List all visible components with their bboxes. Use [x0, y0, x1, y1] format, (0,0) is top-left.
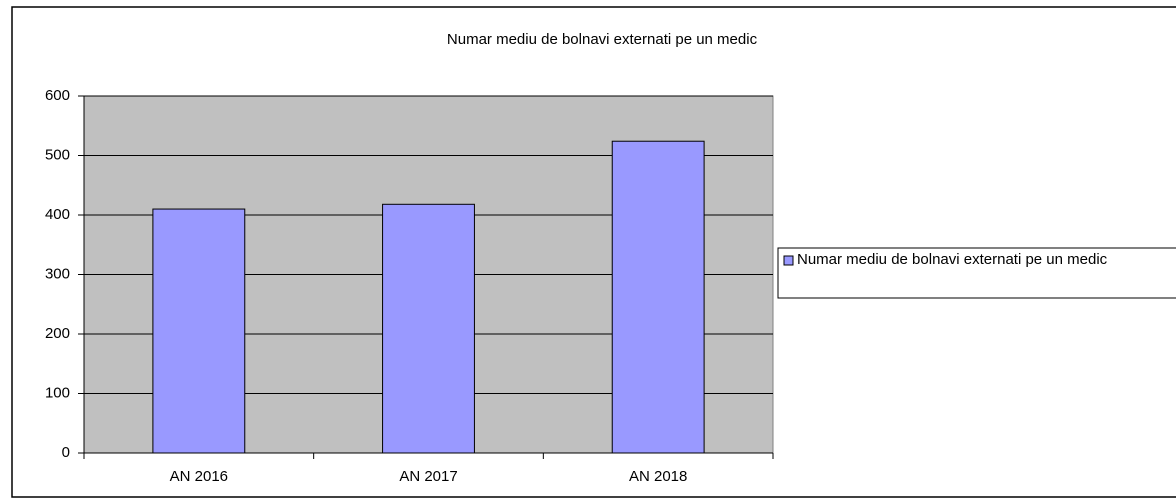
- bar: [382, 203, 475, 454]
- y-tick-label: 400: [45, 206, 70, 223]
- y-tick-label: 100: [45, 384, 70, 401]
- x-tick-label: AN 2016: [170, 468, 228, 485]
- chart-title: Numar mediu de bolnavi externati pe un m…: [447, 31, 758, 48]
- x-tick-label: AN 2018: [629, 468, 687, 485]
- legend-label: Numar mediu de bolnavi externati pe un m…: [797, 251, 1108, 268]
- y-tick-label: 500: [45, 146, 70, 163]
- legend-swatch: [783, 255, 794, 266]
- y-tick-label: 0: [62, 444, 70, 461]
- y-tick-label: 200: [45, 325, 70, 342]
- x-tick-label: AN 2017: [399, 468, 457, 485]
- bar: [152, 208, 246, 454]
- bar: [611, 140, 705, 454]
- legend-box: [777, 247, 1176, 299]
- y-tick-label: 600: [45, 87, 70, 104]
- y-tick-label: 300: [45, 265, 70, 282]
